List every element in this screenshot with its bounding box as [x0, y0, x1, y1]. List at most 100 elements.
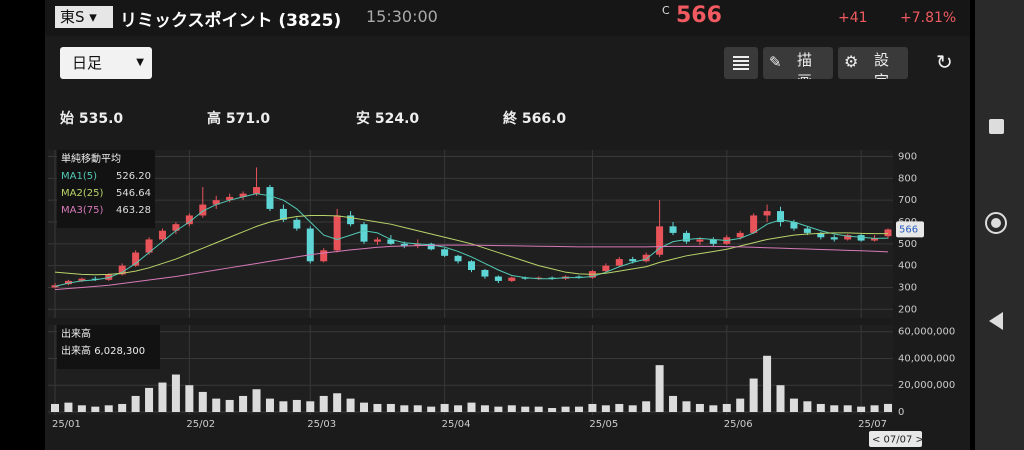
candle-body — [78, 278, 86, 281]
volume-bar — [131, 395, 140, 412]
y-tick-label: 20,000,000 — [898, 380, 955, 391]
candle-body — [118, 265, 126, 275]
volume-bar — [77, 405, 86, 412]
candle-body — [333, 215, 341, 251]
volume-bar — [722, 403, 731, 412]
volume-bar — [561, 406, 570, 412]
candle-body — [777, 211, 785, 222]
price-flag: C — [662, 4, 670, 17]
candle-body — [709, 239, 717, 244]
candle-body — [427, 243, 435, 250]
volume-bar — [857, 406, 866, 412]
candle-body — [696, 239, 704, 242]
ohlc-high: 高 571.0 — [207, 108, 270, 128]
volume-bar — [682, 401, 691, 412]
volume-bar — [306, 401, 315, 412]
nav-bar — [975, 0, 1024, 450]
ma-legend: 単純移動平均 MA1(5) 526.20 MA2(25) 546.64 MA3(75… — [57, 150, 155, 228]
candle-body — [347, 215, 355, 225]
y-tick-label: 500 — [898, 239, 917, 250]
value: 571.0 — [225, 111, 271, 127]
ohlc-close: 終 566.0 — [503, 108, 566, 128]
candle-body — [400, 243, 408, 246]
volume-bar — [709, 405, 718, 412]
legend-value: 463.28 — [116, 205, 151, 216]
legend-name: MA1(5) — [61, 171, 97, 182]
legend-row: MA2(25) 546.64 — [61, 185, 151, 202]
legend-value: 546.64 — [116, 188, 151, 199]
candle-body — [750, 215, 758, 233]
volume-bar — [386, 403, 395, 412]
list-button[interactable] — [724, 47, 758, 79]
candle-body — [279, 208, 287, 220]
ma-line — [54, 193, 889, 287]
candle-body — [790, 222, 798, 229]
candle-body — [535, 277, 543, 279]
volume-bar — [521, 406, 530, 412]
volume-bar — [588, 403, 597, 412]
volume-bar — [104, 405, 113, 412]
candle-body — [629, 259, 637, 262]
y-tick-label: 400 — [898, 261, 917, 272]
marks: 200300400500600700800900020,000,00040,00… — [51, 152, 955, 447]
recent-button[interactable] — [989, 119, 1004, 134]
last-price-label: 566 — [899, 224, 918, 235]
volume-bar — [333, 393, 342, 412]
volume-bar — [239, 395, 248, 412]
volume-bar — [252, 389, 261, 412]
y-tick-label: 700 — [898, 195, 917, 206]
candle-body — [602, 265, 610, 272]
x-tick-label: 25/05 — [589, 419, 618, 430]
volume-bar — [171, 374, 180, 412]
candle-body — [575, 276, 583, 278]
candle-body — [494, 276, 502, 281]
y-tick-label: 40,000,000 — [898, 353, 955, 364]
candle-body — [669, 226, 677, 233]
candle-body — [373, 239, 381, 242]
candle-body — [145, 239, 153, 253]
candle-body — [132, 252, 140, 266]
refresh-button[interactable]: ↻ — [936, 50, 953, 74]
x-tick-label: 25/06 — [724, 419, 753, 430]
volume-bar — [494, 406, 503, 412]
legend-name: MA3(75) — [61, 205, 104, 216]
y-tick-label: 300 — [898, 282, 917, 293]
volume-bar — [158, 382, 167, 412]
price: 566 — [676, 3, 722, 28]
candle-body — [481, 270, 489, 277]
volume-bar — [669, 395, 678, 412]
settings-label: 設定 — [874, 51, 896, 79]
volume-bar — [776, 385, 785, 412]
volume-bar — [763, 355, 772, 412]
draw-button[interactable]: ✎描画 — [763, 47, 833, 79]
back-button[interactable] — [989, 312, 1003, 330]
volume-legend: 出来高 出来高 6,028,300 — [57, 325, 160, 369]
volume-bar — [789, 398, 798, 412]
x-tick-label: 25/02 — [186, 419, 215, 430]
volume-bar — [736, 398, 745, 412]
label: 終 — [503, 111, 517, 127]
candle-body — [656, 226, 664, 255]
value: 524.0 — [374, 111, 420, 127]
candle-body — [414, 243, 422, 246]
volume-bar — [830, 405, 839, 412]
candle-body — [441, 249, 449, 256]
candle-body — [105, 274, 113, 280]
volume-bar — [51, 403, 59, 412]
y-tick-label: 200 — [898, 304, 917, 315]
volume-bar — [615, 403, 624, 412]
ohlc-low: 安 524.0 — [356, 108, 419, 128]
value: 535.0 — [78, 111, 124, 127]
candle-body — [185, 215, 193, 225]
home-button[interactable] — [985, 212, 1007, 234]
settings-button[interactable]: ⚙設定 — [838, 47, 908, 79]
volume-bar — [601, 405, 610, 412]
label: 始 — [60, 111, 74, 127]
x-tick-label: 25/04 — [442, 419, 471, 430]
period-select[interactable]: 日足 ▼ — [60, 47, 152, 79]
volume-bar — [373, 403, 382, 412]
market-select[interactable]: 東S ▾ — [55, 6, 113, 28]
ma-line — [54, 244, 889, 291]
volume-bar — [292, 399, 301, 412]
volume-bar — [480, 405, 489, 412]
